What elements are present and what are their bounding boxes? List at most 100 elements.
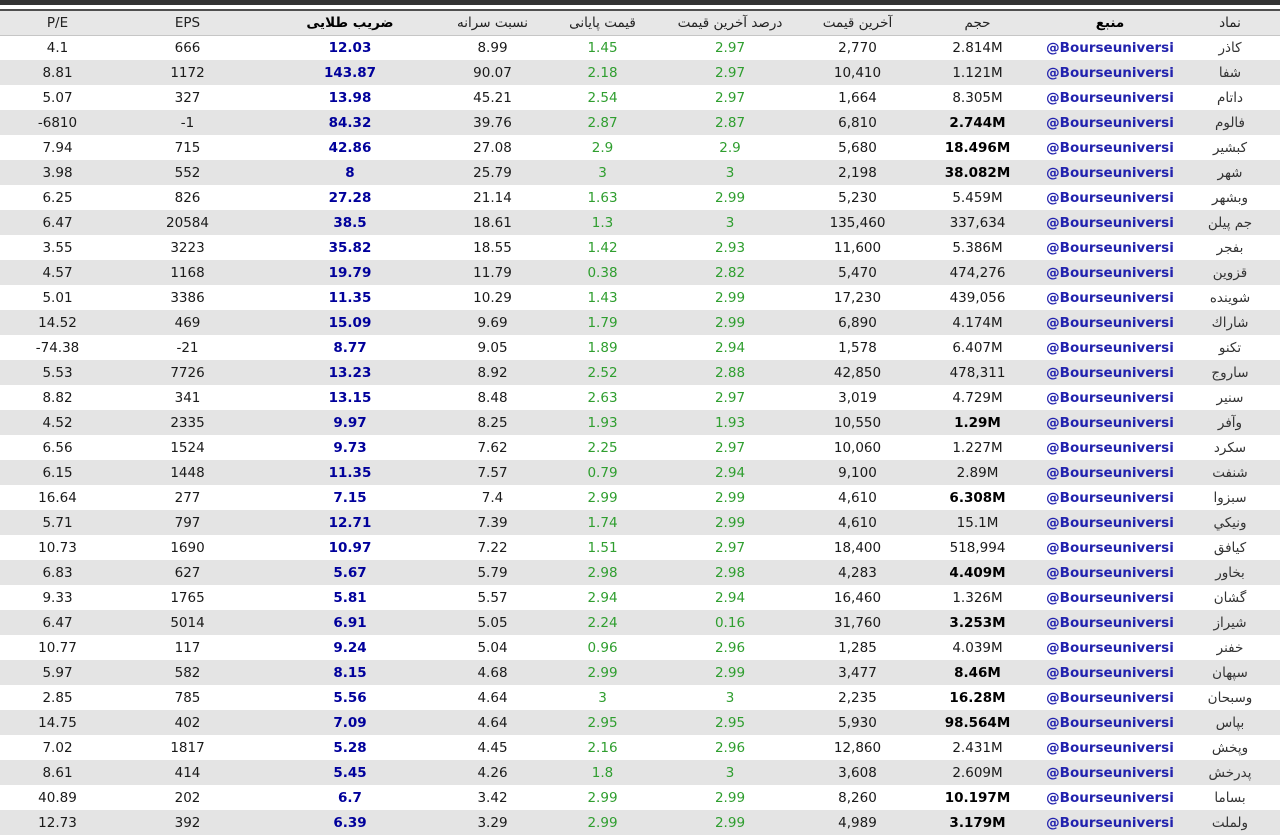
cell-per-capita-ratio: 4.68 xyxy=(477,664,508,681)
cell-pe: 6.15 xyxy=(42,464,73,481)
table-row: -74.38 -21 8.77 9.05 1.89 2.94 1,578 6.407M @Bou… xyxy=(0,335,1280,360)
cell-last-price-pct: 2.96 xyxy=(714,739,746,756)
cell-source[interactable]: @Bourseuniversi xyxy=(1046,514,1174,531)
cell-pe: 6.47 xyxy=(42,214,73,231)
cell-source[interactable]: @Bourseuniversi xyxy=(1046,64,1174,81)
cell-last-price-pct: 2.95 xyxy=(714,714,746,731)
cell-final-price: 1.45 xyxy=(587,39,618,56)
cell-final-price: 2.24 xyxy=(587,614,618,631)
cell-per-capita-ratio: 25.79 xyxy=(473,164,512,181)
cell-symbol: شفا xyxy=(1218,64,1242,81)
cell-volume: 10.197M xyxy=(944,789,1011,806)
cell-volume: 1.227M xyxy=(952,439,1003,456)
cell-volume: 15.1M xyxy=(956,514,999,531)
cell-golden-ratio: 8 xyxy=(345,164,355,181)
cell-last-price: 10,060 xyxy=(833,439,882,456)
cell-golden-ratio: 8.77 xyxy=(333,339,367,356)
cell-golden-ratio: 35.82 xyxy=(328,239,372,256)
cell-source[interactable]: @Bourseuniversi xyxy=(1046,189,1174,206)
cell-per-capita-ratio: 7.39 xyxy=(477,514,508,531)
cell-source[interactable]: @Bourseuniversi xyxy=(1046,89,1174,106)
cell-per-capita-ratio: 4.64 xyxy=(477,689,508,706)
cell-source[interactable]: @Bourseuniversi xyxy=(1046,314,1174,331)
cell-per-capita-ratio: 5.79 xyxy=(477,564,508,581)
cell-symbol: كاذر xyxy=(1218,39,1242,56)
cell-last-price-pct: 3 xyxy=(725,164,735,181)
table-row: 8.81 1172 143.87 90.07 2.18 2.97 10,410 1.121M @… xyxy=(0,60,1280,85)
cell-source[interactable]: @Bourseuniversi xyxy=(1046,814,1174,831)
cell-pe: 8.61 xyxy=(42,764,73,781)
table-row: 6.15 1448 11.35 7.57 0.79 2.94 9,100 2.89M @Bour… xyxy=(0,460,1280,485)
cell-eps: 582 xyxy=(174,664,201,681)
cell-volume: 478,311 xyxy=(949,364,1006,381)
table-row: 14.75 402 7.09 4.64 2.95 2.95 5,930 98.564M @Bou… xyxy=(0,710,1280,735)
cell-source[interactable]: @Bourseuniversi xyxy=(1046,539,1174,556)
cell-pe: 5.01 xyxy=(42,289,73,306)
cell-source[interactable]: @Bourseuniversi xyxy=(1046,364,1174,381)
cell-final-price: 1.89 xyxy=(587,339,618,356)
cell-last-price-pct: 1.93 xyxy=(714,414,746,431)
cell-pe: 7.94 xyxy=(42,139,73,156)
cell-last-price-pct: 2.97 xyxy=(714,389,746,406)
cell-per-capita-ratio: 90.07 xyxy=(473,64,512,81)
cell-source[interactable]: @Bourseuniversi xyxy=(1046,714,1174,731)
cell-last-price: 31,760 xyxy=(833,614,882,631)
cell-per-capita-ratio: 8.92 xyxy=(477,364,508,381)
cell-source[interactable]: @Bourseuniversi xyxy=(1046,214,1174,231)
cell-volume: 4.174M xyxy=(952,314,1003,331)
cell-source[interactable]: @Bourseuniversi xyxy=(1046,789,1174,806)
cell-per-capita-ratio: 4.64 xyxy=(477,714,508,731)
cell-last-price: 3,608 xyxy=(838,764,877,781)
cell-source[interactable]: @Bourseuniversi xyxy=(1046,614,1174,631)
cell-per-capita-ratio: 39.76 xyxy=(473,114,512,131)
cell-last-price-pct: 2.97 xyxy=(714,439,746,456)
cell-source[interactable]: @Bourseuniversi xyxy=(1046,39,1174,56)
cell-eps: 327 xyxy=(174,89,201,106)
cell-source[interactable]: @Bourseuniversi xyxy=(1046,264,1174,281)
cell-source[interactable]: @Bourseuniversi xyxy=(1046,389,1174,406)
cell-volume: 6.308M xyxy=(949,489,1006,506)
cell-last-price: 12,860 xyxy=(833,739,882,756)
cell-last-price-pct: 3 xyxy=(725,689,735,706)
cell-source[interactable]: @Bourseuniversi xyxy=(1046,464,1174,481)
cell-golden-ratio: 7.15 xyxy=(333,489,367,506)
cell-per-capita-ratio: 5.04 xyxy=(477,639,508,656)
cell-per-capita-ratio: 18.61 xyxy=(473,214,512,231)
cell-eps: 797 xyxy=(174,514,201,531)
cell-source[interactable]: @Bourseuniversi xyxy=(1046,664,1174,681)
cell-source[interactable]: @Bourseuniversi xyxy=(1046,339,1174,356)
cell-source[interactable]: @Bourseuniversi xyxy=(1046,139,1174,156)
cell-source[interactable]: @Bourseuniversi xyxy=(1046,164,1174,181)
cell-source[interactable]: @Bourseuniversi xyxy=(1046,414,1174,431)
cell-source[interactable]: @Bourseuniversi xyxy=(1046,289,1174,306)
cell-pe: 4.57 xyxy=(42,264,73,281)
cell-eps: 715 xyxy=(174,139,201,156)
cell-pe: 4.52 xyxy=(42,414,73,431)
cell-per-capita-ratio: 7.4 xyxy=(481,489,504,506)
cell-final-price: 2.99 xyxy=(587,489,618,506)
cell-source[interactable]: @Bourseuniversi xyxy=(1046,589,1174,606)
cell-eps: 1172 xyxy=(170,64,205,81)
cell-source[interactable]: @Bourseuniversi xyxy=(1046,564,1174,581)
cell-per-capita-ratio: 7.57 xyxy=(477,464,508,481)
cell-last-price: 6,810 xyxy=(838,114,877,131)
cell-golden-ratio: 5.67 xyxy=(333,564,367,581)
cell-eps: 1524 xyxy=(170,439,205,456)
cell-symbol: بساما xyxy=(1214,789,1246,806)
cell-source[interactable]: @Bourseuniversi xyxy=(1046,439,1174,456)
cell-eps: 117 xyxy=(174,639,201,656)
cell-source[interactable]: @Bourseuniversi xyxy=(1046,489,1174,506)
cell-source[interactable]: @Bourseuniversi xyxy=(1046,739,1174,756)
cell-golden-ratio: 9.73 xyxy=(333,439,367,456)
cell-source[interactable]: @Bourseuniversi xyxy=(1046,764,1174,781)
cell-source[interactable]: @Bourseuniversi xyxy=(1046,689,1174,706)
cell-last-price: 3,019 xyxy=(838,389,877,406)
cell-source[interactable]: @Bourseuniversi xyxy=(1046,639,1174,656)
cell-source[interactable]: @Bourseuniversi xyxy=(1046,239,1174,256)
table-row: 5.53 7726 13.23 8.92 2.52 2.88 42,850 478,311 @B… xyxy=(0,360,1280,385)
cell-final-price: 2.52 xyxy=(587,364,618,381)
cell-source[interactable]: @Bourseuniversi xyxy=(1046,114,1174,131)
cell-volume: 2.609M xyxy=(952,764,1003,781)
cell-eps: 202 xyxy=(174,789,201,806)
cell-last-price: 4,610 xyxy=(838,489,877,506)
